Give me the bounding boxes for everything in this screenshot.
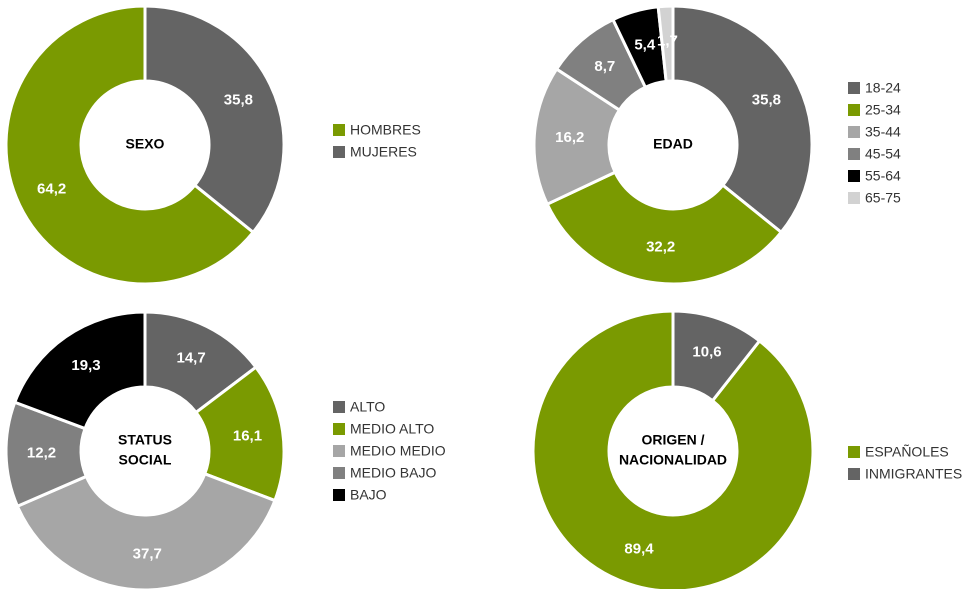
- slice: [656, 4, 675, 84]
- legend-label: 65-75: [865, 190, 901, 206]
- legend-swatch: [848, 446, 860, 458]
- legend-swatch: [333, 445, 345, 457]
- chart-title: NACIONALIDAD: [619, 452, 727, 468]
- data-label: 19,3: [71, 357, 100, 374]
- legend-swatch: [848, 126, 860, 138]
- legend-label: 35-44: [865, 124, 901, 140]
- legend-label: 25-34: [865, 102, 901, 118]
- slice: [143, 4, 286, 235]
- slice: [532, 66, 622, 207]
- data-label: 10,6: [692, 344, 721, 361]
- legend-swatch: [333, 401, 345, 413]
- legend-label: HOMBRES: [350, 122, 421, 138]
- chart-title: ORIGEN /: [641, 432, 704, 448]
- data-label: 35,8: [752, 91, 781, 108]
- legend-label: ESPAÑOLES: [865, 444, 949, 460]
- legend-label: MUJERES: [350, 144, 417, 160]
- data-label: 14,7: [177, 349, 206, 366]
- legend-label: MEDIO BAJO: [350, 465, 436, 481]
- legend-swatch: [848, 82, 860, 94]
- legend-swatch: [848, 148, 860, 160]
- chart-title: SOCIAL: [119, 452, 172, 468]
- legend-swatch: [848, 468, 860, 480]
- data-label: 8,7: [594, 58, 615, 75]
- chart-title: SEXO: [126, 136, 165, 152]
- chart-title: STATUS: [118, 432, 172, 448]
- data-label: 35,8: [224, 91, 253, 108]
- data-label: 16,2: [555, 129, 584, 146]
- slice: [671, 4, 814, 235]
- data-label: 1,7: [657, 33, 678, 50]
- legend-swatch: [848, 170, 860, 182]
- legend-swatch: [848, 192, 860, 204]
- legend-label: INMIGRANTES: [865, 466, 962, 482]
- slice: [12, 310, 147, 431]
- data-label: 5,4: [634, 36, 656, 53]
- legend-label: ALTO: [350, 399, 385, 415]
- slice: [531, 309, 815, 589]
- chart-title: EDAD: [653, 136, 693, 152]
- data-label: 89,4: [624, 540, 654, 557]
- legend-label: 55-64: [865, 168, 901, 184]
- legend-label: 45-54: [865, 146, 901, 162]
- legend-swatch: [333, 467, 345, 479]
- data-label: 37,7: [133, 545, 162, 562]
- data-label: 64,2: [37, 181, 66, 198]
- slice: [15, 471, 277, 589]
- legend-swatch: [333, 489, 345, 501]
- legend-label: 18-24: [865, 80, 901, 96]
- legend-label: MEDIO ALTO: [350, 421, 434, 437]
- slice: [671, 309, 762, 403]
- legend-swatch: [333, 124, 345, 136]
- data-label: 32,2: [646, 239, 675, 256]
- slice: [4, 4, 256, 286]
- legend-swatch: [333, 423, 345, 435]
- slice: [193, 365, 286, 503]
- slice: [545, 170, 784, 286]
- data-label: 12,2: [27, 445, 56, 462]
- legend-label: BAJO: [350, 487, 387, 503]
- legend-label: MEDIO MEDIO: [350, 443, 446, 459]
- data-label: 16,1: [233, 427, 262, 444]
- legend-swatch: [848, 104, 860, 116]
- legend-swatch: [333, 146, 345, 158]
